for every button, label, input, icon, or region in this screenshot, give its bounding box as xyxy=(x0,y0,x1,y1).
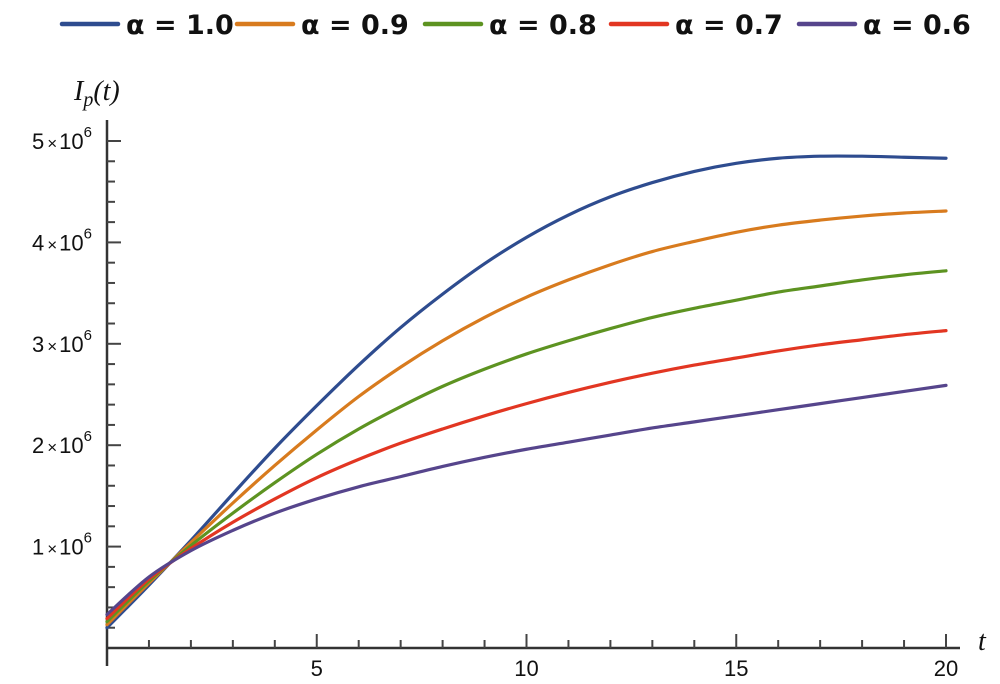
legend: α = 1.0 α = 0.9 α = 0.8 α = 0.7 α = 0.6 xyxy=(59,10,971,41)
y-tick-label: 5 ×106 xyxy=(32,124,92,154)
y-tick-label: 1 ×106 xyxy=(32,530,92,560)
x-tick-label: 20 xyxy=(934,656,958,681)
legend-label: α = 0.6 xyxy=(863,10,971,41)
series-lines xyxy=(105,154,948,630)
y-tick-label: 4 ×106 xyxy=(32,225,92,255)
legend-label: α = 1.0 xyxy=(126,10,234,41)
x-tick-label: 10 xyxy=(514,656,538,681)
ticks: 5 10 15 20 1 ×106 2 ×106 3 ×106 4 ×106 5 ×106 xyxy=(32,124,958,681)
series-line-5 xyxy=(105,383,948,617)
y-tick-label: 3 ×106 xyxy=(32,327,92,357)
series-line-4 xyxy=(105,329,948,621)
legend-label: α = 0.8 xyxy=(489,10,597,41)
x-axis-title: t xyxy=(978,626,987,657)
series-line-2 xyxy=(105,209,948,627)
series-line-3 xyxy=(105,269,948,624)
series-line-1 xyxy=(105,154,948,630)
x-tick-label: 5 xyxy=(311,656,323,681)
y-tick-label: 2 ×106 xyxy=(32,428,92,458)
legend-label: α = 0.7 xyxy=(675,10,783,41)
y-axis-title: Ip(t) xyxy=(73,76,120,111)
x-tick-label: 15 xyxy=(724,656,748,681)
legend-label: α = 0.9 xyxy=(301,10,409,41)
axes: t Ip(t) xyxy=(73,76,987,666)
